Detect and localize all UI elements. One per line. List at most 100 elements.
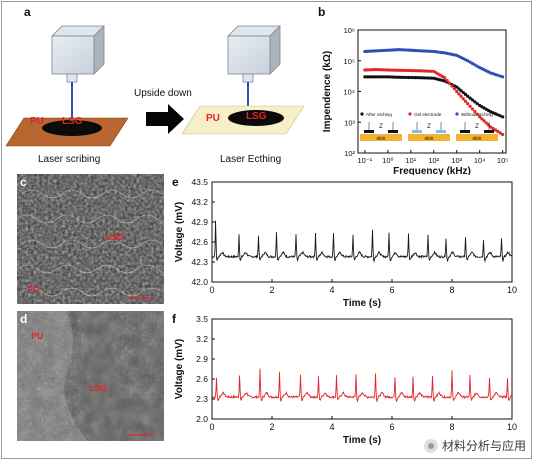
x-tick-label: 10⁴ [474, 156, 486, 165]
data-point [381, 68, 385, 72]
data-point [473, 63, 477, 67]
data-point [427, 49, 431, 53]
legend-marker [360, 112, 364, 116]
data-point [383, 75, 388, 79]
data-point [498, 74, 502, 78]
data-point [473, 109, 477, 114]
data-point [420, 49, 424, 53]
y-tick-label: 43.5 [191, 177, 208, 187]
data-point [367, 75, 371, 79]
data-point [429, 49, 433, 53]
y-tick-label: 10² [344, 149, 355, 158]
data-point [445, 51, 449, 55]
data-point [424, 69, 429, 73]
data-point [420, 76, 424, 80]
skin-bar [408, 134, 450, 141]
electrode [364, 130, 374, 133]
panel-label-f: f [172, 312, 176, 326]
data-point [489, 71, 493, 75]
y-tick-label: 3.5 [196, 314, 208, 324]
y-axis-label: Voltage (mV) [174, 202, 185, 262]
x-tick-label: 8 [449, 285, 454, 295]
laser-head-right [227, 25, 281, 114]
data-point [383, 48, 388, 52]
flip-arrow [146, 104, 184, 134]
upside-down-label: Upside down [134, 88, 192, 99]
panel-label-d: d [20, 312, 28, 326]
z-label: Z [379, 124, 383, 130]
x-axis-label: Time (s) [343, 298, 381, 309]
skin-bar [360, 134, 402, 141]
data-point [489, 125, 493, 129]
y-tick-label: 3.2 [196, 334, 208, 344]
data-point [406, 48, 411, 52]
sem-c-pu-label: PU [27, 284, 40, 294]
data-point [478, 115, 482, 119]
data-point [452, 84, 456, 88]
z-label: Z [475, 124, 479, 130]
voltage-chart-e: 0 2 4 6 8 10 42.0 42.3 42.6 42.9 43.2 43.5 Time (s) V… [174, 177, 517, 309]
data-point [429, 76, 433, 80]
data-point [468, 96, 472, 100]
laser-schematic [5, 25, 305, 147]
skin-bar [456, 134, 498, 141]
x-tick-label: 10² [428, 156, 439, 165]
data-point [501, 132, 505, 137]
data-point [486, 123, 491, 127]
electrode [412, 130, 422, 133]
data-point [463, 99, 468, 103]
data-point [399, 75, 403, 79]
x-tick-label: 10³ [451, 156, 462, 165]
laser-head-left [51, 25, 105, 118]
data-point [491, 72, 495, 76]
data-point [397, 75, 401, 79]
plot-frame [211, 181, 513, 283]
sem-texture-d [17, 311, 164, 441]
electrode [436, 130, 446, 133]
data-point [443, 76, 447, 80]
data-point [450, 84, 454, 88]
data-point [468, 104, 472, 108]
x-tick-label: 10⁰ [382, 156, 393, 165]
data-point [404, 68, 408, 73]
x-axis-label: Frequency (kHz) [393, 166, 471, 175]
data-point [447, 81, 452, 85]
legend-label: After etching [366, 112, 392, 117]
voltage-trace [211, 368, 513, 403]
x-tick-label: 10 [507, 422, 517, 432]
legend-marker [408, 112, 412, 116]
y-tick-label: 10³ [344, 118, 355, 127]
panel-label-c: c [20, 175, 27, 189]
data-point [429, 69, 433, 73]
data-point [397, 48, 401, 52]
electrode-inset: skin Z [408, 122, 450, 142]
data-point [496, 73, 500, 77]
caption-laser-scribing: Laser scribing [38, 154, 101, 165]
data-point [470, 98, 475, 102]
data-point [397, 68, 401, 72]
x-tick-label: 4 [329, 285, 334, 295]
data-point [404, 48, 408, 52]
y-axis-label: Voltage (mV) [174, 339, 185, 399]
data-point [374, 75, 378, 79]
y-tick-label: 2.6 [196, 374, 208, 384]
data-point [406, 75, 411, 80]
data-point [501, 115, 505, 119]
data-point [468, 60, 472, 64]
data-point [443, 79, 447, 83]
data-point [461, 90, 465, 95]
x-axis-label: Time (s) [343, 435, 381, 446]
x-tick-label: 4 [329, 422, 334, 432]
data-point [475, 102, 479, 106]
plot-frame [211, 318, 513, 420]
electrode-inset: skin Z [360, 122, 402, 142]
series-without-etching [363, 48, 505, 79]
legend-marker [455, 112, 459, 116]
sem-c-lsg-label: LSG [105, 232, 124, 242]
skin-label: skin [377, 136, 386, 142]
y-tick-label: 42.9 [191, 217, 208, 227]
data-point [493, 128, 498, 132]
data-point [501, 75, 505, 79]
data-point [498, 114, 502, 118]
sem-image-c: LSG PU [17, 174, 164, 304]
